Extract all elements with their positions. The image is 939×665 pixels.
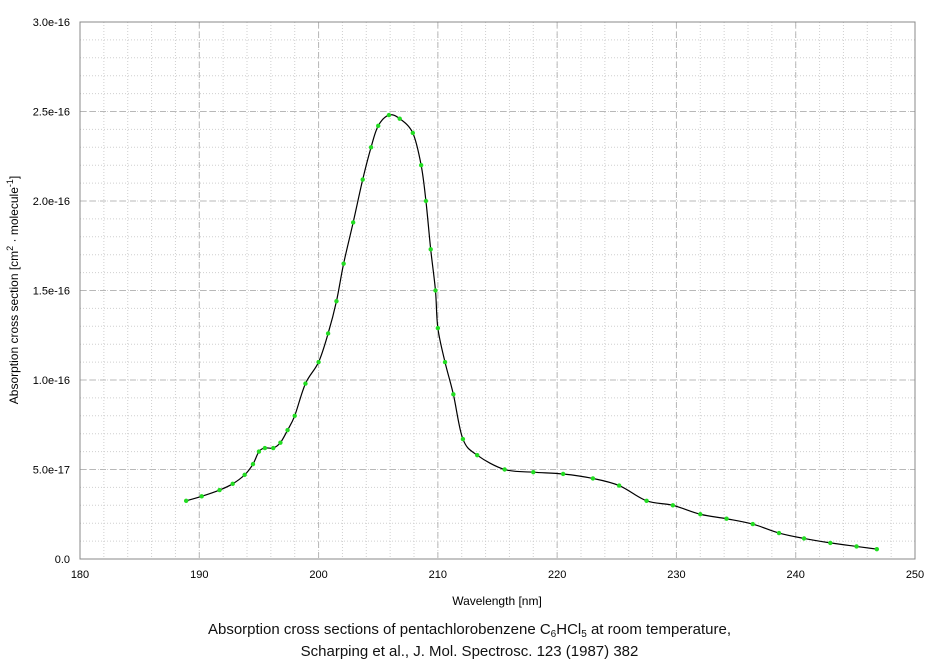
data-point <box>376 123 381 129</box>
x-tick-label: 250 <box>906 569 924 581</box>
data-point <box>460 436 466 442</box>
data-point <box>316 359 321 365</box>
data-point <box>230 481 235 487</box>
x-tick-label: 240 <box>787 569 805 581</box>
x-axis-ticks: 180 190 200 210 220 230 240 250 <box>71 569 924 581</box>
data-point <box>410 130 416 136</box>
data-point <box>801 536 807 541</box>
series-markers <box>183 112 880 552</box>
caption-line-1: Absorption cross sections of pentachloro… <box>207 621 732 640</box>
y-tick-label: 0.0 <box>55 554 70 566</box>
data-point <box>325 331 331 336</box>
data-point <box>350 220 356 225</box>
y-axis-ticks: 0.0 5.0e-17 1.0e-16 1.5e-16 2.0e-16 2.5e-16 3.… <box>33 17 70 566</box>
x-tick-label: 210 <box>429 569 447 581</box>
data-point <box>644 498 649 504</box>
data-point <box>451 392 456 397</box>
data-point <box>292 413 297 418</box>
data-point <box>670 503 676 508</box>
data-point <box>397 116 402 121</box>
data-point <box>724 516 729 521</box>
data-point <box>616 483 622 488</box>
data-point <box>475 452 480 458</box>
x-tick-label: 180 <box>71 569 89 581</box>
x-tick-label: 220 <box>548 569 566 581</box>
caption-line-2: Scharping et al., J. Mol. Spectrosc. 123… <box>300 643 639 660</box>
data-point <box>250 461 256 467</box>
data-point <box>531 469 536 475</box>
y-tick-label: 2.5e-16 <box>33 107 70 119</box>
y-tick-label: 3.0e-16 <box>33 17 70 29</box>
data-point <box>360 177 365 182</box>
data-point <box>874 546 880 552</box>
data-point <box>285 427 290 433</box>
data-point <box>590 476 596 481</box>
data-point <box>428 247 433 252</box>
data-point <box>271 445 276 451</box>
y-tick-label: 2.0e-16 <box>33 196 70 208</box>
data-point <box>560 471 566 477</box>
y-tick-label: 1.0e-16 <box>33 375 70 387</box>
x-tick-label: 200 <box>309 569 327 581</box>
y-tick-label: 1.5e-16 <box>33 286 70 298</box>
data-point <box>442 359 448 365</box>
data-point <box>435 325 441 331</box>
data-point <box>278 440 283 445</box>
x-axis-label: Wavelength [nm] <box>452 594 542 608</box>
data-point <box>256 449 262 454</box>
plot-frame <box>79 21 916 560</box>
data-point <box>334 299 339 304</box>
y-tick-label: 5.0e-17 <box>33 465 70 477</box>
data-point <box>341 261 346 266</box>
data-point <box>418 163 424 168</box>
data-point <box>423 198 429 204</box>
x-tick-label: 190 <box>190 569 208 581</box>
data-point <box>854 544 859 549</box>
data-point <box>303 381 308 386</box>
data-point <box>262 445 268 451</box>
chart: 180 190 200 210 220 230 240 250 0.0 5.0e-17 1.0e-… <box>5 17 924 608</box>
data-point <box>698 512 703 517</box>
data-point <box>776 530 782 536</box>
data-point <box>386 112 392 118</box>
data-point <box>433 288 438 293</box>
data-point <box>217 487 222 493</box>
data-point <box>199 494 204 499</box>
data-point <box>750 521 755 527</box>
data-point <box>368 145 374 150</box>
data-point <box>828 540 833 546</box>
data-point <box>502 467 507 472</box>
y-axis-label: Absorption cross section [cm2 · molecule… <box>5 176 21 404</box>
x-tick-label: 230 <box>667 569 685 581</box>
data-point <box>242 472 247 478</box>
data-point <box>183 498 189 504</box>
